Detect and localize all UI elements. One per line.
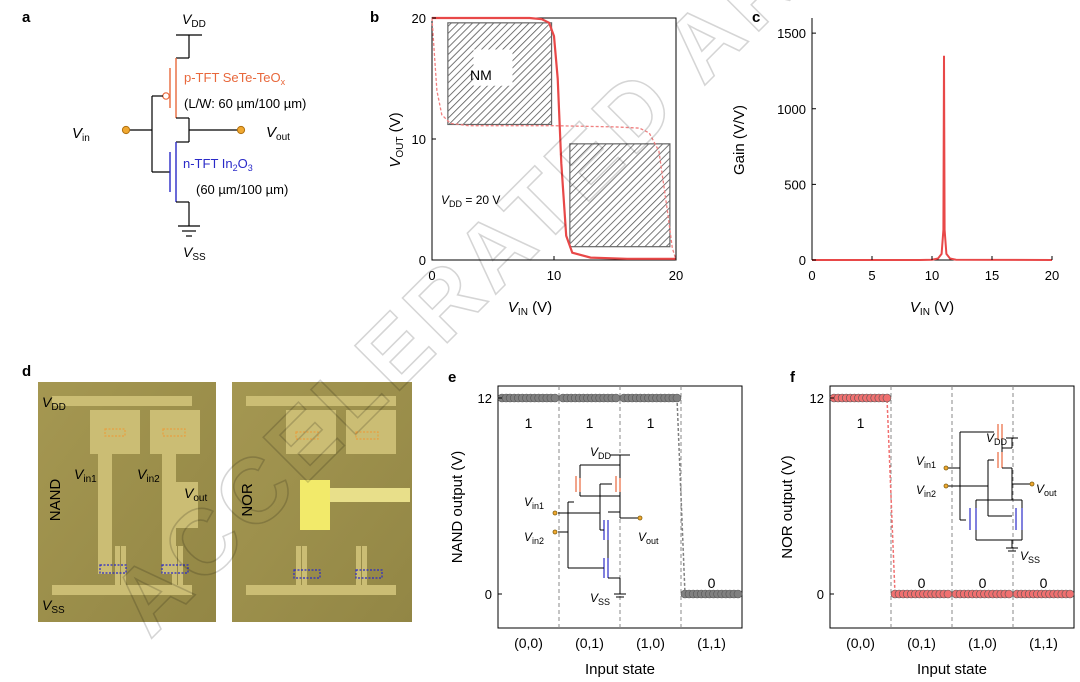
vdd-label: VDD xyxy=(182,11,206,30)
ptft-dimensions: (L/W: 60 µm/100 µm) xyxy=(184,96,306,111)
inset-vin1: Vin1 xyxy=(916,454,936,470)
y-tick-label: 1500 xyxy=(777,26,806,41)
state-value-label: 0 xyxy=(1040,575,1048,591)
ptft-label: p-TFT SeTe-TeOx xyxy=(184,70,286,87)
vout-node xyxy=(236,125,246,135)
x-tick-label: (1,1) xyxy=(697,635,726,651)
x-tick-label: 10 xyxy=(547,268,561,283)
gain-line xyxy=(812,55,1053,261)
d-vss-label: VSS xyxy=(42,597,65,616)
panel-label-a: a xyxy=(22,9,31,26)
x-tick-label: (0,1) xyxy=(575,635,604,651)
output-point xyxy=(1004,589,1014,599)
x-tick-label: 0 xyxy=(808,268,815,283)
panel-a-circuit: VDD VSS Vin Vout p-TFT SeTe-TeOx (L/W: 6 xyxy=(72,11,306,263)
state-value-label: 1 xyxy=(525,415,533,431)
x-tick-label: (0,1) xyxy=(907,635,936,651)
inset-vin1: Vin1 xyxy=(524,495,544,511)
x-tick-label: (1,0) xyxy=(968,635,997,651)
y-tick-label: 20 xyxy=(412,11,426,26)
output-point xyxy=(611,393,621,403)
panel-e-nand-chart: (0,0) 1 (0,1) 1 (1,0) 1 (1,1) 0 0 12 xyxy=(449,385,743,678)
y-tick-label: 0 xyxy=(817,587,824,602)
panel-f-nor-chart: (0,0) 1 (0,1) 0 (1,0) 0 (1,1) 0 0 12 xyxy=(779,385,1075,678)
series-solid-line xyxy=(432,16,676,260)
inset-vin2: Vin2 xyxy=(916,483,936,499)
panel-label-b: b xyxy=(370,9,379,26)
inset-vout: Vout xyxy=(638,530,659,546)
nor-label: NOR xyxy=(239,483,256,517)
panel-label-f: f xyxy=(790,369,796,386)
panel-b-vtc-chart: 0 10 20 0 10 20 NM VDD = 20 V VIN (V) VOUT (V… xyxy=(387,11,683,318)
output-point xyxy=(733,589,743,599)
inset-vdd: VDD xyxy=(986,431,1008,447)
output-point xyxy=(1065,589,1075,599)
x-axis-label: VIN (V) xyxy=(910,299,954,318)
y-axis-label: Gain (V/V) xyxy=(731,105,748,175)
x-tick-label: 10 xyxy=(925,268,939,283)
output-point xyxy=(943,589,953,599)
state-value-label: 1 xyxy=(586,415,594,431)
x-tick-label: 20 xyxy=(1045,268,1059,283)
x-tick-label: 0 xyxy=(428,268,435,283)
y-tick-label: 0 xyxy=(799,253,806,268)
x-axis-label: VIN (V) xyxy=(508,299,552,318)
state-value-label: 1 xyxy=(647,415,655,431)
vin-label: Vin xyxy=(72,125,90,144)
state-value-label: 0 xyxy=(979,575,987,591)
panel-d-micrographs: VDD VSS Vin1 Vin2 Vout NAND NOR xyxy=(38,382,412,622)
x-tick-label: (0,0) xyxy=(846,635,875,651)
nand-label: NAND xyxy=(47,479,64,522)
y-tick-label: 1000 xyxy=(777,102,806,117)
y-axis-label: VOUT (V) xyxy=(387,112,406,167)
y-tick-label: 12 xyxy=(478,391,492,406)
x-axis-label: Input state xyxy=(585,661,655,678)
panel-c-gain-chart: 0 5 10 15 20 0 500 1000 1500 VIN (V) Gain (V/V) xyxy=(731,18,1059,318)
state-value-label: 0 xyxy=(918,575,926,591)
d-vout-label: Vout xyxy=(184,485,207,504)
inset-vdd: VDD xyxy=(590,445,612,461)
output-point xyxy=(550,393,560,403)
vss-label: VSS xyxy=(183,244,206,263)
ntft-label: n-TFT In2O3 xyxy=(183,156,253,173)
x-axis-label: Input state xyxy=(917,661,987,678)
series-dashed-line xyxy=(431,17,677,261)
x-tick-label: 15 xyxy=(985,268,999,283)
y-tick-label: 12 xyxy=(810,391,824,406)
vdd-annotation: VDD = 20 V xyxy=(441,193,500,209)
ntft-dimensions: (60 µm/100 µm) xyxy=(196,182,288,197)
nm-label: NM xyxy=(470,67,492,83)
nor-inset-circuit: VDD Vin1 Vin2 Vout VSS xyxy=(916,424,1057,565)
panel-label-d: d xyxy=(22,363,31,380)
d-vdd-label: VDD xyxy=(42,394,66,413)
panel-label-e: e xyxy=(448,369,456,386)
x-tick-label: (0,0) xyxy=(514,635,543,651)
y-tick-label: 10 xyxy=(412,132,426,147)
output-point xyxy=(882,393,892,403)
state-value-label: 1 xyxy=(857,415,865,431)
inset-vss: VSS xyxy=(1020,549,1040,565)
y-axis-label: NAND output (V) xyxy=(449,451,466,564)
vout-label: Vout xyxy=(266,124,290,143)
y-tick-label: 0 xyxy=(419,253,426,268)
state-value-label: 0 xyxy=(708,575,716,591)
y-tick-label: 500 xyxy=(784,177,806,192)
x-tick-label: 20 xyxy=(669,268,683,283)
inset-vss: VSS xyxy=(590,591,610,607)
x-tick-label: (1,1) xyxy=(1029,635,1058,651)
inset-vout: Vout xyxy=(1036,482,1057,498)
y-axis-label: NOR output (V) xyxy=(779,455,796,558)
output-point xyxy=(672,393,682,403)
y-tick-label: 0 xyxy=(485,587,492,602)
x-tick-label: (1,0) xyxy=(636,635,665,651)
panel-label-c: c xyxy=(752,9,760,26)
nand-inset-circuit: VDD Vin1 Vin2 Vout VSS xyxy=(524,445,659,607)
noise-margin-box-2 xyxy=(569,143,671,248)
inset-vin2: Vin2 xyxy=(524,530,544,546)
d-vin1-label: Vin1 xyxy=(74,466,97,485)
vin-node xyxy=(121,125,131,135)
d-vin2-label: Vin2 xyxy=(137,466,160,485)
x-tick-label: 5 xyxy=(868,268,875,283)
